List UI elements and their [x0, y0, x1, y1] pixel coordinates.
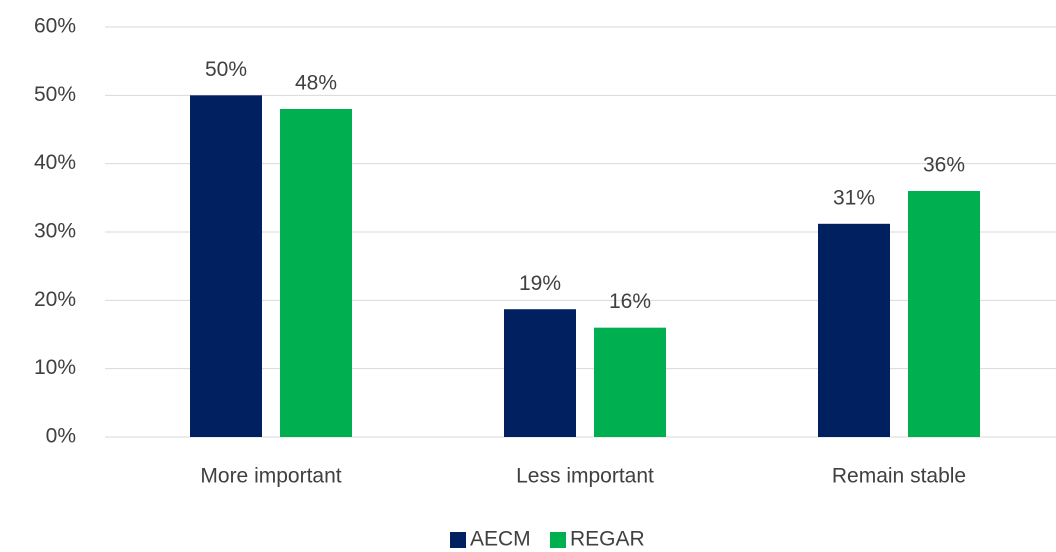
bar	[280, 109, 352, 437]
y-tick-label: 50%	[34, 83, 76, 106]
data-label: 31%	[833, 186, 875, 209]
bar	[190, 95, 262, 437]
data-label: 48%	[295, 72, 337, 95]
bar	[594, 327, 666, 437]
x-tick-label: Remain stable	[832, 465, 966, 488]
y-tick-label: 0%	[46, 425, 76, 448]
data-label: 16%	[609, 290, 651, 313]
data-label: 50%	[205, 58, 247, 81]
legend-label: AECM	[470, 528, 531, 551]
y-tick-label: 20%	[34, 288, 76, 311]
data-label: 19%	[519, 272, 561, 295]
y-tick-label: 60%	[34, 15, 76, 38]
data-label: 36%	[923, 154, 965, 177]
legend-swatch	[450, 532, 466, 548]
y-tick-label: 30%	[34, 220, 76, 243]
x-tick-label: More important	[200, 465, 341, 488]
bar	[504, 309, 576, 437]
x-tick-label: Less important	[516, 465, 654, 488]
y-tick-label: 10%	[34, 356, 76, 379]
legend-swatch	[550, 532, 566, 548]
legend-label: REGAR	[570, 528, 645, 551]
bar	[908, 191, 980, 437]
bar	[818, 223, 890, 437]
y-tick-label: 40%	[34, 151, 76, 174]
